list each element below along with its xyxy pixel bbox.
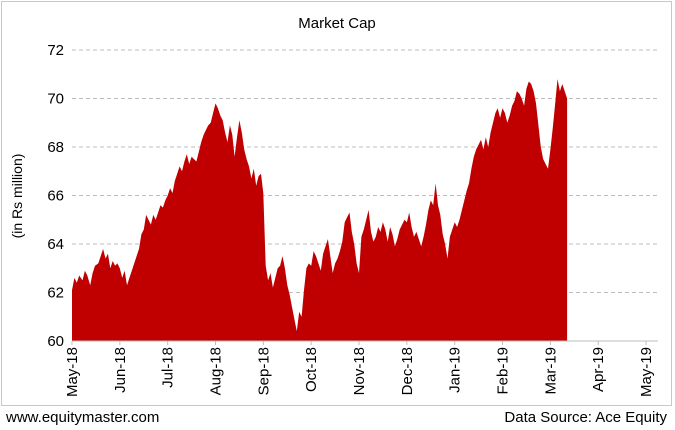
x-tick-label: May-18 xyxy=(64,347,81,397)
y-axis-ticks: 60 62 64 66 68 70 72 xyxy=(47,42,64,350)
x-axis-ticks: May-18 Jun-18 Jul-18 Aug-18 Sep-18 Oct-18 Nov-… xyxy=(64,341,655,397)
x-tick-label: Jan-19 xyxy=(447,347,464,393)
x-tick-label: May-19 xyxy=(638,347,655,397)
y-tick-label: 68 xyxy=(47,139,64,156)
chart-frame: Market Cap 60 62 64 66 68 70 72 May-18 Jun-18 Ju… xyxy=(1,1,672,406)
x-tick-label: Sep-18 xyxy=(255,347,272,395)
y-axis-label: (in Rs million) xyxy=(9,154,25,239)
y-tick-label: 72 xyxy=(47,42,64,59)
chart-title: Market Cap xyxy=(298,15,376,32)
area-series xyxy=(72,79,568,341)
x-tick-label: Aug-18 xyxy=(208,347,225,395)
footer-data-source: Data Source: Ace Equity xyxy=(504,409,667,426)
y-tick-label: 62 xyxy=(47,285,64,302)
y-tick-label: 70 xyxy=(47,91,64,108)
y-tick-label: 64 xyxy=(47,236,64,253)
x-tick-label: Oct-18 xyxy=(303,347,320,392)
x-tick-label: Nov-18 xyxy=(351,347,368,395)
footer-website[interactable]: www.equitymaster.com xyxy=(6,409,160,426)
x-tick-label: Dec-18 xyxy=(399,347,416,395)
y-tick-label: 66 xyxy=(47,188,64,205)
area-chart: Market Cap 60 62 64 66 68 70 72 May-18 Jun-18 Ju… xyxy=(9,15,658,397)
y-tick-label: 60 xyxy=(47,333,64,350)
x-tick-label: Feb-19 xyxy=(495,347,512,395)
x-tick-label: Jun-18 xyxy=(112,347,129,393)
x-tick-label: Jul-18 xyxy=(160,347,177,388)
x-tick-label: Apr-19 xyxy=(590,347,607,392)
x-tick-label: Mar-19 xyxy=(542,347,559,395)
